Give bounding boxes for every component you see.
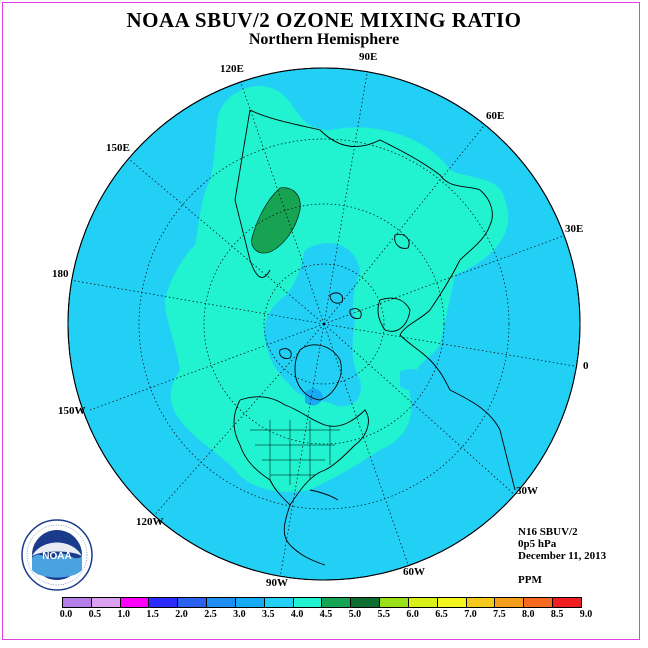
colorbar-tick-label: 5.5 [377,609,391,620]
colorbar-tick-label: 5.0 [348,609,362,620]
colorbar-cell [207,598,236,607]
pressure-level-label: 0p5 hPa [518,538,557,550]
lon-label-60e: 60E [486,110,505,122]
lon-label-0: 0 [583,360,589,372]
colorbar-cell [264,598,294,607]
lon-label-120w: 120W [136,516,164,528]
noaa-logo: NOAA [21,519,93,591]
colorbar-tick-label: 1.0 [117,609,131,620]
lon-label-150w: 150W [58,405,86,417]
colorbar-cell [380,598,409,607]
colorbar-tick-label: 2.0 [175,609,188,620]
colorbar-cell [495,598,525,607]
lon-label-90e: 90E [359,51,378,63]
colorbar-tick-label: 9.0 [579,609,593,620]
lon-label-60w: 60W [403,566,425,578]
lon-label-30w: 30W [516,485,538,497]
colorbar-cell [466,598,496,607]
colorbar-tick-label: 4.0 [290,609,304,620]
colorbar-tick-label: 6.0 [406,609,419,620]
lon-label-90w: 90W [266,577,288,589]
colorbar-cell [408,598,438,607]
colorbar-tick-label: 0.0 [59,609,73,620]
colorbar-cell [235,598,265,607]
colorbar-tick-label: 8.0 [521,609,535,620]
colorbar-tick-label: 8.5 [550,609,564,620]
date-label: December 11, 2013 [518,550,607,562]
latitude-circles [138,138,510,510]
figure-subtitle: Northern Hemisphere [248,31,400,48]
colorbar-cell [178,598,208,607]
units-label: PPM [518,574,542,586]
colorbar-cell [553,598,581,607]
colorbar-tick-label: 3.5 [261,609,275,620]
meridians [69,68,580,579]
colorbar-cell [437,598,467,607]
contour-maximum [251,187,301,254]
colorbar-tick-label: 0.5 [88,609,102,620]
colorbar-cell [322,598,352,607]
colorbar-tick-label: 7.5 [493,609,506,620]
contour-low-patch [305,388,323,406]
lon-label-30e: 30E [565,223,584,235]
colorbar-tick-label: 6.5 [435,609,448,620]
coastlines [233,109,516,566]
colorbar-tick-label: 1.5 [146,609,159,620]
figure-frame [2,2,640,640]
colorbar-cell [351,598,381,607]
colorbar-tick-label: 7.0 [464,609,477,620]
colorbar-tick-label: 2.5 [204,609,217,620]
lon-label-120e: 120E [220,63,244,75]
logo-text: NOAA [42,551,71,562]
lon-label-180: 180 [52,268,69,280]
lon-label-150e: 150E [106,142,130,154]
colorbar-cell [524,598,554,607]
colorbar-cell [293,598,323,607]
colorbar [62,597,582,608]
contour-east-low [400,368,425,391]
colorbar-cell [63,598,92,607]
colorbar-cell [149,598,179,607]
colorbar-cell [91,598,121,607]
colorbar-cell [120,598,150,607]
contour-polar-low [264,242,361,407]
figure-title: NOAA SBUV/2 OZONE MIXING RATIO [126,8,522,32]
colorbar-tick-label: 4.5 [319,609,333,620]
colorbar-tick-label: 3.0 [233,609,246,620]
instrument-label: N16 SBUV/2 [518,526,578,538]
